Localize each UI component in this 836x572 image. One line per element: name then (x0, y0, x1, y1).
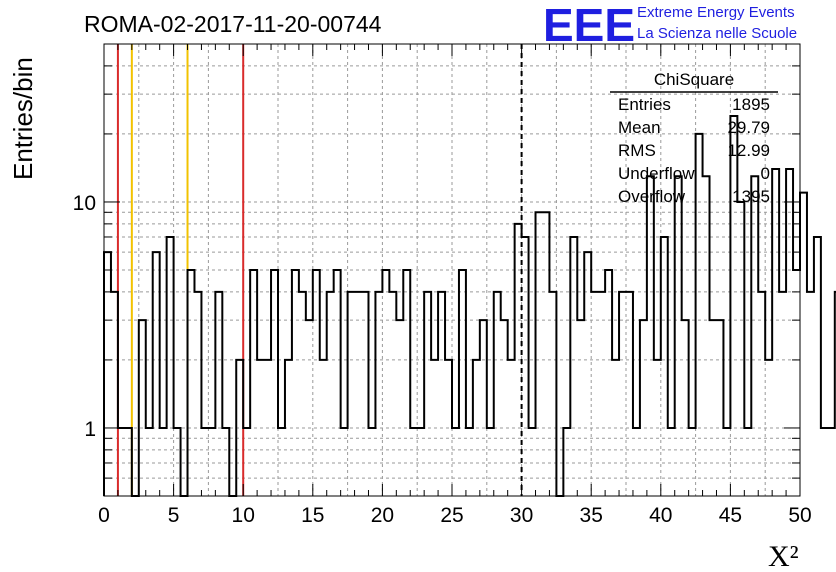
histogram-bins (103, 115, 836, 497)
stats-label: Mean (618, 118, 661, 137)
stats-value: 29.79 (727, 118, 770, 137)
stats-label: Overflow (618, 187, 686, 206)
x-axis-label: X² (768, 540, 799, 572)
x-tick-label: 50 (788, 504, 811, 527)
x-tick-label: 35 (580, 504, 603, 527)
x-tick-label: 45 (719, 504, 742, 527)
x-tick-label: 25 (440, 504, 463, 527)
axis-ticks (103, 44, 801, 496)
x-tick-label: 30 (510, 504, 533, 527)
x-tick-label: 5 (168, 504, 180, 527)
stats-value: 1895 (732, 95, 770, 114)
stats-value: 12.99 (727, 141, 770, 160)
x-tick-labels: 0 5 10 15 20 25 30 35 40 45 50 (98, 504, 812, 527)
logo-line-2: La Scienza nelle Scuole (637, 25, 797, 42)
x-tick-label: 10 (232, 504, 255, 527)
histogram-outline (103, 115, 836, 497)
chart-title: ROMA-02-2017-11-20-00744 (84, 11, 382, 37)
y-tick-label: 10 (73, 192, 96, 215)
eee-logo-mark: EEE (543, 0, 635, 51)
stats-box: ChiSquare Entries 1895 Mean 29.79 RMS 12.99 Un… (610, 70, 778, 206)
y-tick-labels: 1 10 (73, 192, 96, 441)
stats-title: ChiSquare (654, 70, 734, 89)
grid-lines (104, 44, 800, 496)
eee-logo: EEE Extreme Energy Events La Scienza nel… (543, 0, 797, 51)
stats-label: Entries (618, 95, 671, 114)
stats-label: RMS (618, 141, 656, 160)
x-tick-label: 0 (98, 504, 110, 527)
stats-value: 0 (761, 164, 770, 183)
stats-value: 1395 (732, 187, 770, 206)
x-tick-label: 20 (371, 504, 394, 527)
y-axis-label: Entries/bin (8, 57, 38, 180)
y-tick-label: 1 (84, 418, 96, 441)
stats-label: Underflow (618, 164, 695, 183)
x-tick-label: 40 (649, 504, 672, 527)
x-tick-label: 15 (301, 504, 324, 527)
logo-line-1: Extreme Energy Events (637, 4, 795, 21)
